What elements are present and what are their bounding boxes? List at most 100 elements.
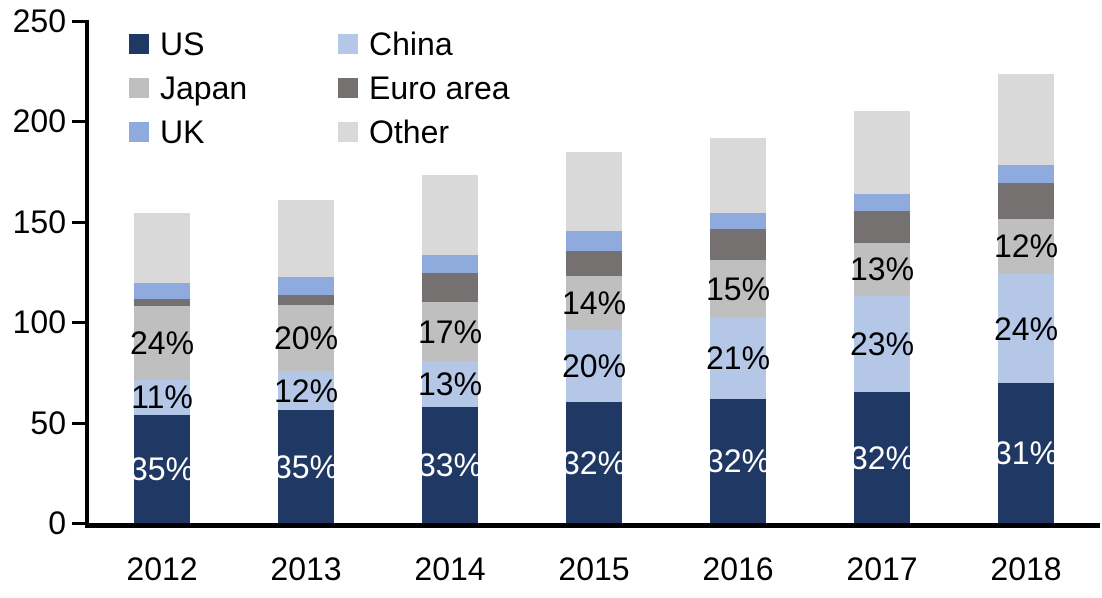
legend-swatch-china (338, 34, 358, 54)
bar-label-us-2012: 35% (129, 450, 195, 487)
bar-segment-china-2016: 21% (706, 317, 770, 400)
bar-segment-uk-2015 (566, 230, 622, 251)
bar-segment-euro-area-2014 (422, 272, 478, 303)
bar-segment-china-2015: 20% (562, 330, 626, 403)
legend-label-uk: UK (160, 114, 205, 150)
y-axis-tick-label: 250 (12, 3, 66, 39)
bar-label-china-2014: 13% (417, 365, 483, 402)
bar-label-china-2012: 11% (131, 379, 193, 416)
legend-label-euro-area: Euro area (369, 70, 510, 106)
bar-segment-japan-2016: 15% (706, 259, 770, 318)
y-axis-tick-label: 0 (48, 505, 66, 541)
legend-label-china: China (369, 26, 453, 62)
bar-label-china-2016: 21% (705, 340, 771, 377)
bar-2018: 12% 24% 31% (994, 74, 1058, 523)
legend-item-us: US (129, 28, 338, 60)
bar-label-us-2014: 33% (417, 446, 483, 483)
bar-segment-other-2016 (710, 138, 766, 213)
legend-item-china: China (338, 28, 510, 60)
bar-label-us-2016: 32% (705, 443, 771, 480)
bar-segment-us-2015: 32% (562, 402, 626, 523)
bar-2013: 20% 12% 35% (274, 199, 338, 523)
legend-swatch-us (129, 34, 149, 54)
bar-segment-euro-area-2015 (566, 250, 622, 276)
bar-segment-uk-2012 (134, 283, 190, 300)
bar-segment-euro-area-2012 (134, 299, 190, 307)
legend-label-us: US (160, 26, 205, 62)
bar-segment-japan-2017: 13% (850, 242, 914, 297)
bar-label-japan-2016: 15% (705, 270, 771, 307)
bar-label-china-2018: 24% (993, 310, 1059, 347)
legend-item-japan: Japan (129, 72, 338, 104)
bar-segment-us-2012: 35% (130, 414, 194, 523)
y-axis-line (85, 20, 89, 528)
bar-segment-other-2013 (278, 199, 334, 277)
legend-item-uk: UK (129, 116, 338, 148)
bar-segment-china-2014: 13% (418, 361, 482, 407)
bar-label-japan-2015: 14% (561, 285, 627, 322)
x-axis-label-2014: 2014 (414, 551, 486, 587)
bar-2016: 15% 21% 32% (706, 138, 770, 523)
bar-segment-us-2014: 33% (418, 406, 482, 523)
legend-item-euro-area: Euro area (338, 72, 510, 104)
bar-label-japan-2013: 20% (273, 320, 339, 357)
legend-swatch-uk (129, 122, 149, 142)
bar-segment-uk-2014 (422, 254, 478, 273)
bar-label-japan-2014: 17% (417, 313, 483, 350)
y-axis-tick (72, 220, 85, 224)
x-axis-line (85, 523, 1100, 528)
legend-label-other: Other (369, 114, 450, 150)
y-axis-tick-label: 50 (30, 404, 66, 441)
bar-segment-other-2015 (566, 151, 622, 231)
bar-segment-japan-2015: 14% (562, 276, 626, 331)
bar-segment-other-2012 (134, 212, 190, 284)
bar-segment-china-2013: 12% (274, 371, 338, 411)
bar-label-japan-2017: 13% (849, 251, 915, 288)
bar-segment-us-2017: 32% (850, 392, 914, 523)
bar-2014: 17% 13% 33% (418, 174, 482, 523)
bar-2015: 14% 20% 32% (562, 151, 626, 523)
x-axis-label-2016: 2016 (702, 551, 774, 587)
bar-label-us-2015: 32% (561, 444, 627, 481)
bar-segment-other-2014 (422, 174, 478, 255)
bar-label-us-2017: 32% (849, 439, 915, 476)
y-axis-tick-label: 200 (12, 103, 66, 140)
bar-segment-china-2017: 23% (850, 296, 914, 393)
bar-segment-japan-2012: 24% (130, 306, 194, 381)
bar-segment-china-2012: 11% (131, 379, 193, 416)
x-axis-label-2015: 2015 (558, 551, 630, 587)
bar-segment-us-2018: 31% (994, 383, 1058, 523)
bar-segment-other-2017 (854, 111, 910, 194)
y-axis-tick-label: 100 (12, 304, 66, 341)
bar-segment-euro-area-2018 (998, 182, 1054, 219)
bar-segment-japan-2013: 20% (274, 305, 338, 372)
legend-swatch-euro-area (338, 78, 358, 98)
bar-label-us-2018: 31% (993, 435, 1059, 472)
bar-segment-japan-2014: 17% (418, 302, 482, 362)
bar-segment-euro-area-2016 (710, 228, 766, 260)
bar-segment-uk-2018 (998, 164, 1054, 183)
bar-label-china-2017: 23% (849, 326, 915, 363)
bar-segment-us-2013: 35% (274, 410, 338, 523)
bar-segment-euro-area-2017 (854, 210, 910, 243)
bar-label-japan-2012: 24% (129, 325, 195, 362)
bar-segment-uk-2017 (854, 193, 910, 211)
legend-label-japan: Japan (160, 70, 248, 106)
bar-segment-japan-2018: 12% (994, 218, 1058, 274)
bar-segment-china-2018: 24% (994, 273, 1058, 384)
bar-label-us-2013: 35% (273, 448, 339, 485)
bar-2012: 24% 11% 35% (130, 212, 194, 523)
bar-segment-other-2018 (998, 74, 1054, 165)
y-axis-tick (72, 20, 85, 23)
bar-label-china-2015: 20% (561, 348, 627, 385)
chart-legend: US China Japan Euro area UK Other (129, 22, 510, 154)
legend-item-other: Other (338, 116, 510, 148)
bar-2017: 13% 23% 32% (850, 111, 914, 523)
legend-swatch-japan (129, 78, 149, 98)
y-axis-tick (72, 522, 85, 525)
x-axis-label-2018: 2018 (990, 551, 1062, 587)
x-axis-label-2017: 2017 (846, 551, 918, 587)
bar-segment-uk-2013 (278, 277, 334, 296)
bar-label-japan-2018: 12% (993, 228, 1059, 265)
bar-segment-uk-2016 (710, 212, 766, 229)
